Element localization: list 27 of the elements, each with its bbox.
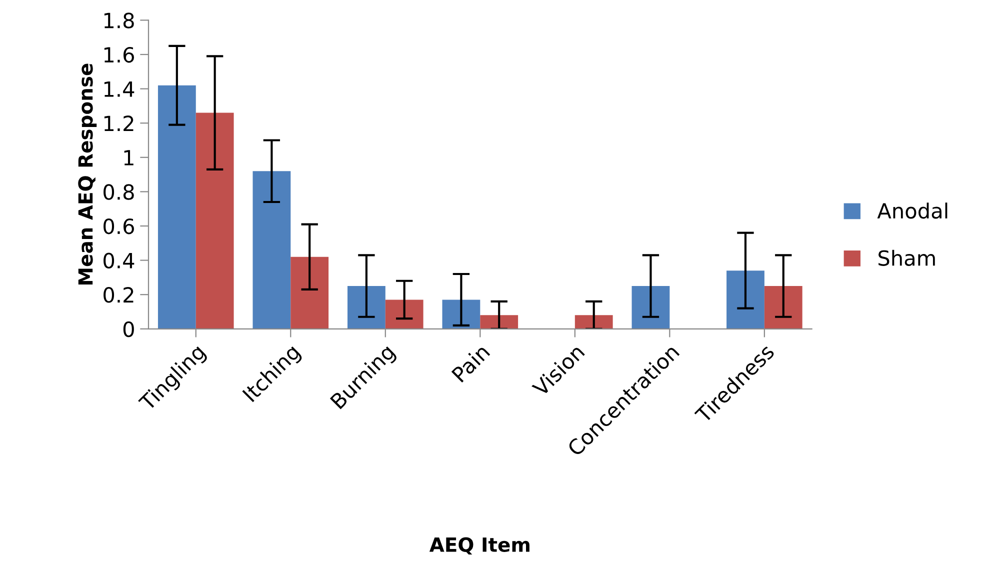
y-tick-label: 1.8 bbox=[104, 12, 134, 28]
y-tick-label: 0.8 bbox=[104, 184, 134, 200]
bar bbox=[632, 286, 670, 329]
bar bbox=[196, 112, 234, 329]
bar bbox=[252, 171, 291, 329]
bar bbox=[574, 315, 613, 329]
bar bbox=[347, 286, 386, 329]
bar bbox=[726, 270, 764, 329]
bar bbox=[480, 315, 518, 329]
legend-label: Sham bbox=[878, 250, 935, 266]
bar bbox=[442, 300, 480, 329]
bar bbox=[158, 85, 196, 329]
y-tick-label: 0.2 bbox=[104, 287, 134, 303]
legend-label: Anodal bbox=[877, 202, 948, 219]
y-tick-label: 0.6 bbox=[104, 218, 134, 234]
bar bbox=[764, 286, 802, 329]
x-tick-label: Pain bbox=[450, 343, 490, 383]
y-tick-label: 0.4 bbox=[104, 252, 134, 268]
bar bbox=[290, 256, 329, 329]
x-axis-title: AEQ Item bbox=[429, 537, 530, 555]
y-tick-label: 1.6 bbox=[104, 46, 134, 63]
bar bbox=[385, 300, 424, 329]
y-axis-title: Mean AEQ Response bbox=[78, 64, 97, 285]
y-tick-label: 1 bbox=[124, 150, 134, 166]
y-tick-label: 0 bbox=[123, 321, 134, 338]
y-tick-label: 1.2 bbox=[104, 116, 134, 132]
y-tick-label: 1.4 bbox=[104, 82, 134, 97]
